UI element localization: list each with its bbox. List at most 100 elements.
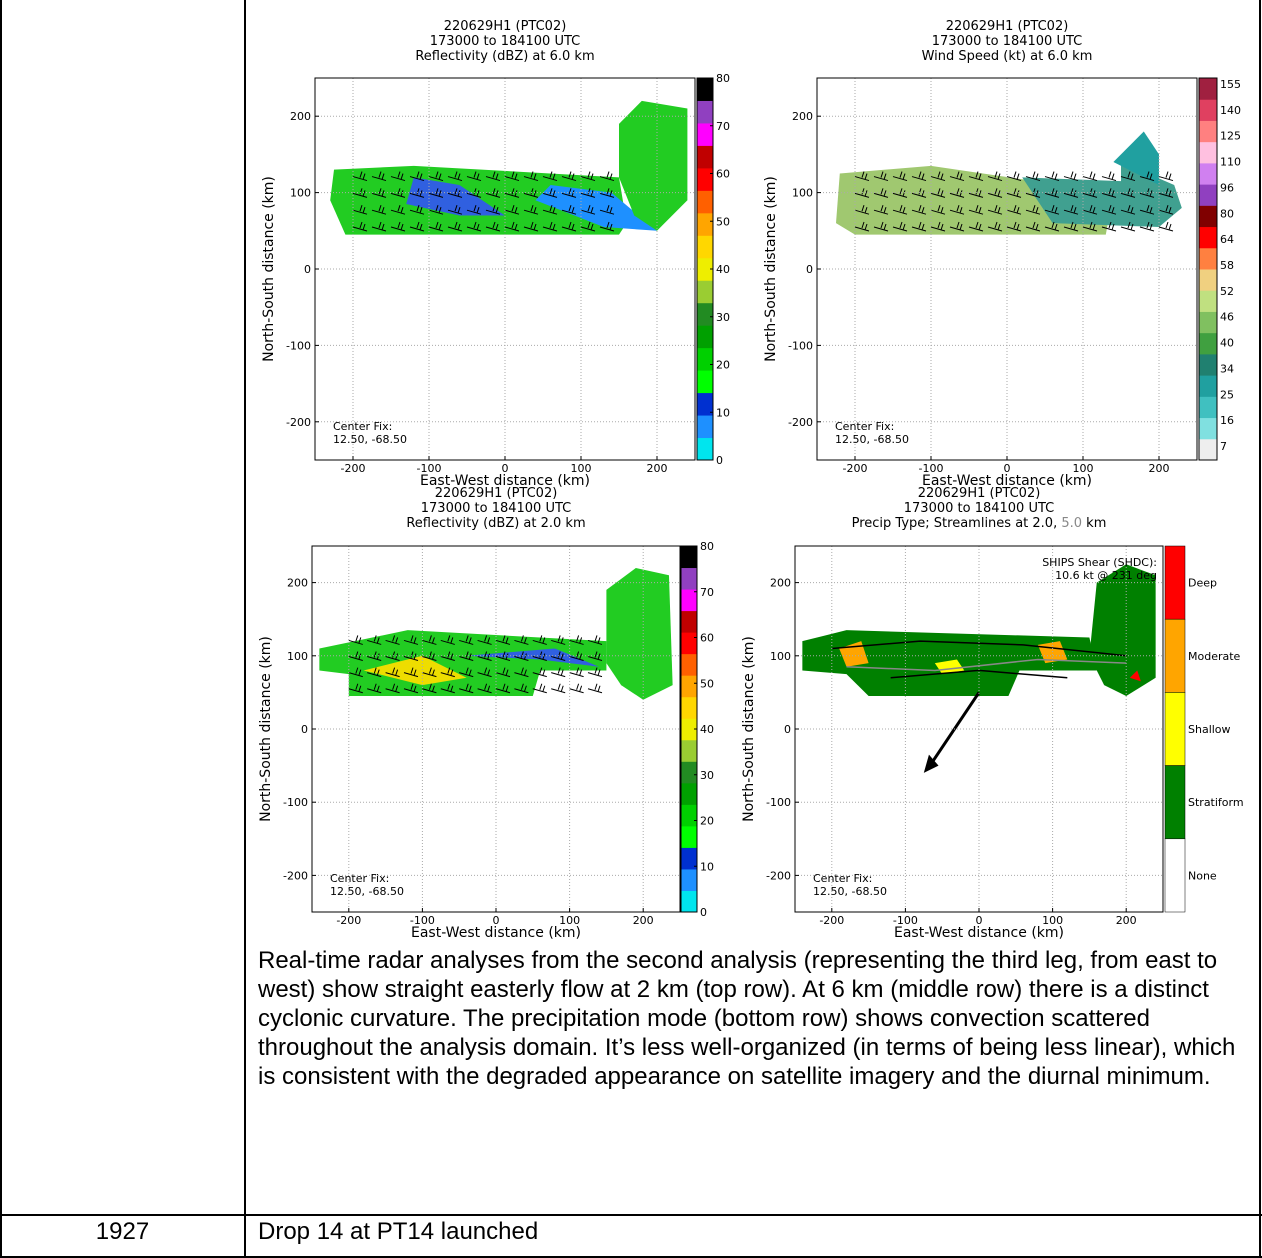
- shear-note: 10.6 kt @ 231 deg: [1055, 569, 1157, 582]
- wind-barb: [551, 635, 566, 645]
- wind-barb: [532, 667, 547, 678]
- wind-barb: [504, 221, 520, 232]
- colorbar-swatch: [681, 632, 697, 655]
- y-tick-label: 0: [806, 263, 813, 276]
- wind-barb: [1063, 221, 1079, 232]
- x-axis-label: East-West distance (km): [411, 925, 581, 941]
- wind-barb: [587, 651, 603, 662]
- wind-barb: [367, 683, 382, 694]
- wind-barb: [523, 221, 539, 232]
- wind-barb: [440, 635, 455, 645]
- wind-barb: [459, 667, 474, 678]
- y-tick-label: -200: [766, 869, 791, 882]
- x-tick-label: 0: [493, 914, 500, 927]
- colorbar-label: 140: [1220, 104, 1241, 117]
- colorbar-swatch: [697, 370, 713, 394]
- wind-barb: [542, 221, 558, 232]
- colorbar-swatch: [681, 718, 697, 741]
- y-tick-label: 200: [287, 577, 308, 590]
- colorbar-swatch: [697, 100, 713, 124]
- colorbar-label: 34: [1220, 362, 1234, 375]
- colorbar-swatch: [1199, 438, 1217, 461]
- plot-frame: [314, 77, 696, 461]
- wind-barb: [495, 683, 511, 694]
- colorbar-label: 155: [1220, 78, 1241, 91]
- colorbar-label: 80: [700, 540, 714, 553]
- colorbar-swatch: [1199, 353, 1217, 376]
- wind-barb: [422, 683, 437, 694]
- colorbar-swatch: [1199, 396, 1217, 419]
- wind-barb: [987, 205, 1003, 215]
- colorbar-swatch: [1199, 269, 1217, 291]
- center-fix: 12.50, -68.50: [333, 433, 407, 446]
- wind-barb: [532, 635, 547, 645]
- colorbar-swatch: [681, 847, 697, 870]
- x-tick-label: 100: [559, 914, 580, 927]
- plot-title: 220629H1 (PTC02): [918, 486, 1041, 501]
- colorbar-swatch: [681, 546, 697, 569]
- colorbar-label: 0: [700, 906, 707, 919]
- wind-barb: [542, 188, 558, 198]
- wind-barb: [561, 188, 577, 198]
- plot-title: 173000 to 184100 UTC: [904, 501, 1054, 516]
- x-axis-label: East-West distance (km): [894, 925, 1064, 941]
- y-tick-label: 200: [792, 110, 813, 123]
- y-tick-label: 200: [770, 577, 791, 590]
- wind-barb: [873, 171, 889, 182]
- wind-barb: [551, 683, 566, 694]
- wind-barb: [873, 188, 889, 198]
- y-tick-label: 0: [784, 723, 791, 736]
- wind-barb: [1044, 188, 1060, 198]
- radar-field: [466, 648, 600, 667]
- colorbar-label: 50: [700, 677, 714, 690]
- colorbar-label: 80: [1220, 207, 1234, 220]
- colorbar-swatch: [697, 235, 713, 259]
- colorbar-swatch: [681, 675, 697, 698]
- wind-barb: [495, 667, 511, 678]
- wind-barb: [968, 171, 984, 182]
- plot-frame: [816, 77, 1198, 461]
- wind-barb: [930, 205, 946, 215]
- plot-frame: [311, 545, 681, 913]
- wind-barb: [390, 171, 406, 182]
- colorbar-label: 20: [716, 359, 730, 372]
- center-fix: 12.50, -68.50: [835, 433, 909, 446]
- plot-title: 173000 to 184100 UTC: [430, 34, 580, 49]
- wind-barb: [1082, 205, 1098, 215]
- colorbar-swatch: [681, 890, 697, 913]
- wind-barb: [409, 171, 425, 182]
- colorbar-label: 0: [716, 454, 723, 467]
- colorbar-label: 7: [1220, 440, 1227, 453]
- wind-barb: [1101, 205, 1117, 215]
- wind-barb: [390, 188, 406, 198]
- wind-barb: [409, 205, 425, 215]
- colorbar-swatch: [697, 190, 713, 214]
- wind-barb: [599, 188, 615, 198]
- wind-barb: [1101, 188, 1117, 198]
- colorbar-label: 80: [716, 72, 730, 85]
- wind-barb: [385, 635, 400, 645]
- legend-label: Shallow: [1188, 723, 1231, 736]
- y-tick-label: -200: [283, 869, 308, 882]
- plot-title: Wind Speed (kt) at 6.0 km: [922, 49, 1093, 64]
- center-fix: Center Fix:: [333, 420, 392, 433]
- wind-barb: [873, 205, 889, 215]
- wind-barb: [485, 188, 501, 198]
- colorbar-swatch: [697, 167, 713, 191]
- colorbar-swatch: [1199, 205, 1217, 228]
- wind-barb: [930, 171, 946, 182]
- wind-barb: [409, 221, 425, 232]
- wind-barb: [477, 635, 492, 645]
- y-tick-label: 0: [301, 723, 308, 736]
- wind-barb: [495, 635, 511, 645]
- wind-barb: [352, 205, 368, 215]
- wind-barb: [1082, 221, 1098, 232]
- wind-barb: [542, 171, 558, 182]
- wind-barb: [1082, 188, 1098, 198]
- wind-barb: [459, 635, 474, 645]
- radar-field: [619, 100, 688, 231]
- wind-barb: [385, 651, 400, 662]
- colorbar-swatch: [697, 347, 713, 371]
- colorbar-label: 40: [716, 263, 730, 276]
- legend-swatch: [1164, 618, 1186, 693]
